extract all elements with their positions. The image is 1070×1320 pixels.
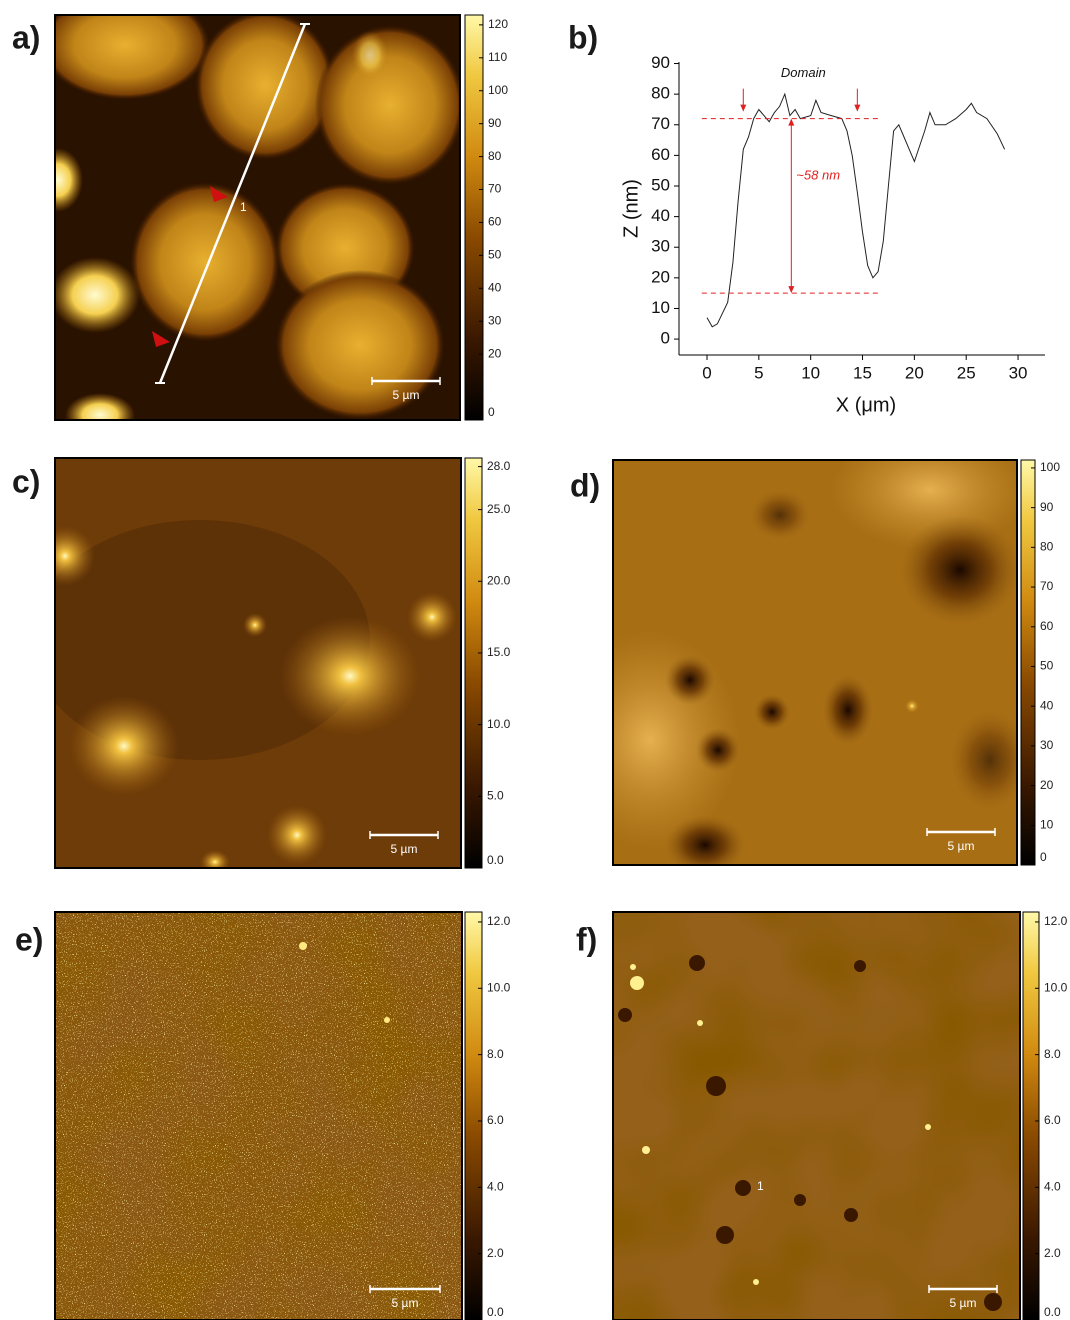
- colorbar-tick-label: 80: [488, 149, 502, 163]
- scale-bar-label: 5 µm: [391, 842, 418, 856]
- colorbar: [464, 911, 483, 1320]
- scale-bar-label: 5 µm: [948, 839, 975, 853]
- panel-label: a): [12, 19, 40, 55]
- height-arrowhead: [788, 118, 795, 126]
- colorbar-tick-label: 70: [488, 182, 502, 196]
- colorbar-tick-label: 0: [1040, 850, 1047, 864]
- colorbar-tick-label: 12.0: [487, 914, 511, 928]
- colorbar-tick-label: 0: [488, 405, 495, 419]
- height-annotation: ~58 nm: [796, 167, 840, 182]
- colorbar: [464, 14, 484, 421]
- colorbar-tick-label: 30: [488, 313, 502, 327]
- colorbar-tick-label: 0.0: [487, 1305, 504, 1319]
- colorbar-tick-label: 60: [488, 215, 502, 229]
- afm-image-e: [55, 912, 462, 1320]
- colorbar-tick-label: 0.0: [487, 853, 504, 867]
- profile-line: [706, 92, 1006, 328]
- profile-marker: 1: [240, 200, 247, 214]
- colorbar-tick-label: 40: [488, 280, 502, 294]
- colorbar: [464, 457, 483, 869]
- domain-arrowhead: [740, 104, 747, 112]
- colorbar-tick-label: 0.0: [1044, 1305, 1061, 1319]
- colorbar-tick-label: 80: [1040, 540, 1054, 554]
- colorbar-tick-label: 4.0: [1044, 1179, 1061, 1193]
- domain-annotation: Domain: [781, 65, 826, 80]
- x-tick-label: 15: [853, 363, 872, 382]
- colorbar-tick-label: 20: [488, 346, 502, 360]
- colorbar-tick-label: 10: [1040, 817, 1054, 831]
- scale-bar-label: 5 µm: [392, 1296, 419, 1310]
- y-tick-label: 70: [651, 114, 670, 133]
- y-tick-label: 40: [651, 206, 670, 225]
- colorbar-tick-label: 100: [1040, 460, 1060, 474]
- y-tick-label: 30: [651, 237, 670, 256]
- colorbar-tick-label: 110: [488, 50, 507, 64]
- y-tick-label: 10: [651, 298, 670, 317]
- colorbar-tick-label: 100: [488, 83, 508, 97]
- x-axis-label: X (μm): [836, 394, 896, 416]
- colorbar-tick-label: 20: [1040, 778, 1054, 792]
- y-tick-label: 60: [651, 145, 670, 164]
- colorbar-tick-label: 10.0: [1044, 980, 1068, 994]
- colorbar-tick-label: 30: [1040, 738, 1054, 752]
- afm-image-f: [613, 912, 1020, 1320]
- profile-marker: 1: [757, 1179, 764, 1193]
- colorbar-tick-label: 15.0: [487, 645, 511, 659]
- afm-image-c: [55, 458, 461, 868]
- domain-arrowhead: [854, 104, 861, 112]
- y-tick-label: 80: [651, 84, 670, 103]
- afm-image-a: [55, 15, 460, 420]
- colorbar-tick-label: 120: [488, 17, 508, 31]
- y-axis-label: Z (nm): [620, 179, 642, 238]
- colorbar-tick-label: 50: [1040, 659, 1054, 673]
- colorbar-tick-label: 8.0: [1044, 1047, 1061, 1061]
- colorbar-tick-label: 5.0: [487, 788, 504, 802]
- panel-label: e): [15, 921, 43, 957]
- colorbar-tick-label: 20.0: [487, 573, 511, 587]
- colorbar-tick-label: 25.0: [487, 502, 511, 516]
- x-tick-label: 30: [1009, 363, 1028, 382]
- x-tick-label: 10: [801, 363, 820, 382]
- colorbar-tick-label: 2.0: [1044, 1246, 1061, 1260]
- y-tick-label: 50: [651, 175, 670, 194]
- colorbar-tick-label: 28.0: [487, 459, 511, 473]
- colorbar-tick-label: 4.0: [487, 1179, 504, 1193]
- height-arrowhead: [788, 286, 795, 294]
- y-tick-label: 20: [651, 267, 670, 286]
- y-tick-label: 0: [661, 329, 670, 348]
- colorbar-tick-label: 6.0: [487, 1113, 504, 1127]
- colorbar-tick-label: 60: [1040, 619, 1054, 633]
- x-tick-label: 20: [905, 363, 924, 382]
- colorbar-tick-label: 90: [488, 116, 502, 130]
- colorbar-tick-label: 6.0: [1044, 1113, 1061, 1127]
- y-tick-label: 90: [651, 53, 670, 72]
- afm-image-d: [613, 460, 1017, 865]
- colorbar-tick-label: 70: [1040, 579, 1054, 593]
- panel-label: d): [570, 467, 600, 503]
- colorbar-tick-label: 12.0: [1044, 914, 1068, 928]
- colorbar-tick-label: 10.0: [487, 717, 511, 731]
- panel-label: f): [576, 921, 597, 957]
- panel-label: c): [12, 463, 40, 499]
- x-tick-label: 25: [957, 363, 976, 382]
- colorbar: [1022, 911, 1040, 1320]
- colorbar-tick-label: 10.0: [487, 980, 511, 994]
- colorbar-tick-label: 8.0: [487, 1047, 504, 1061]
- x-tick-label: 0: [702, 363, 711, 382]
- scale-bar-label: 5 µm: [950, 1296, 977, 1310]
- panel-label: b): [568, 19, 598, 55]
- colorbar: [1020, 459, 1036, 866]
- colorbar-tick-label: 50: [488, 248, 502, 262]
- scale-bar-label: 5 µm: [393, 388, 420, 402]
- colorbar-tick-label: 40: [1040, 698, 1054, 712]
- colorbar-tick-label: 90: [1040, 500, 1054, 514]
- x-tick-label: 5: [754, 363, 763, 382]
- colorbar-tick-label: 2.0: [487, 1246, 504, 1260]
